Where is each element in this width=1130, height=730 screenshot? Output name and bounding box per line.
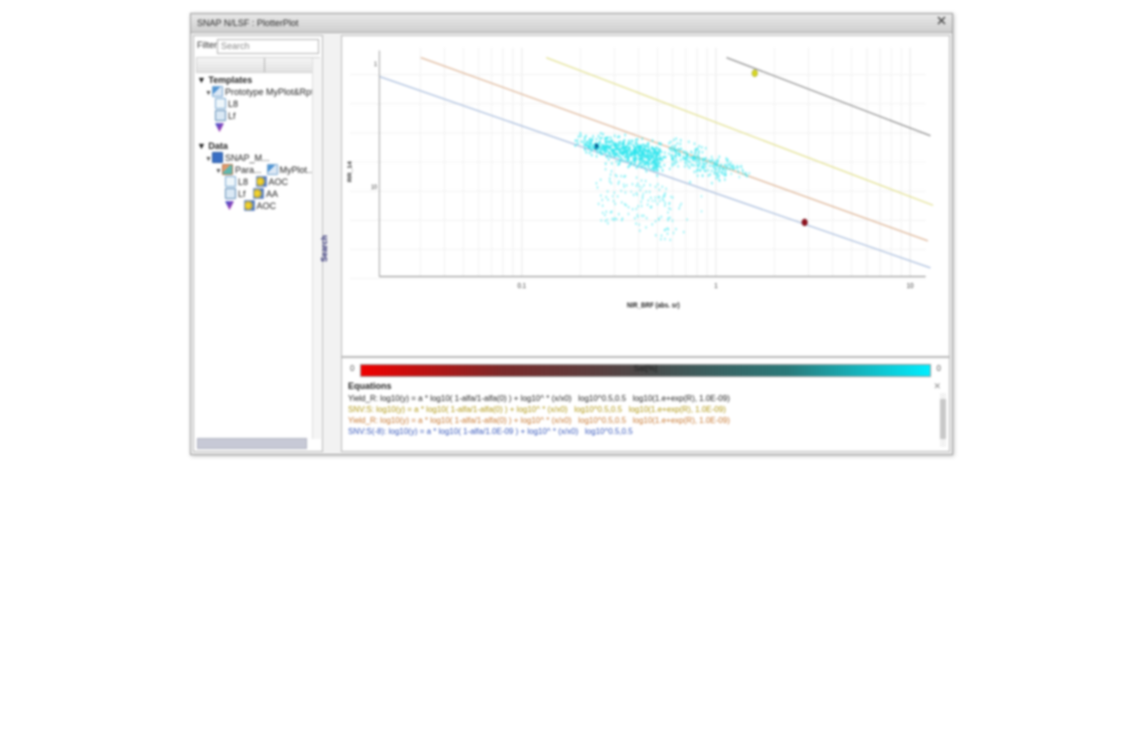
svg-text:NIR_BRF (abs. sr): NIR_BRF (abs. sr) (627, 302, 680, 310)
svg-text:0.1: 0.1 (517, 283, 526, 291)
svg-text:1: 1 (714, 283, 718, 291)
svg-text:10: 10 (371, 184, 378, 192)
svg-text:10: 10 (907, 283, 914, 291)
svg-text:RR_14: RR_14 (347, 161, 353, 183)
svg-text:1: 1 (374, 61, 378, 69)
